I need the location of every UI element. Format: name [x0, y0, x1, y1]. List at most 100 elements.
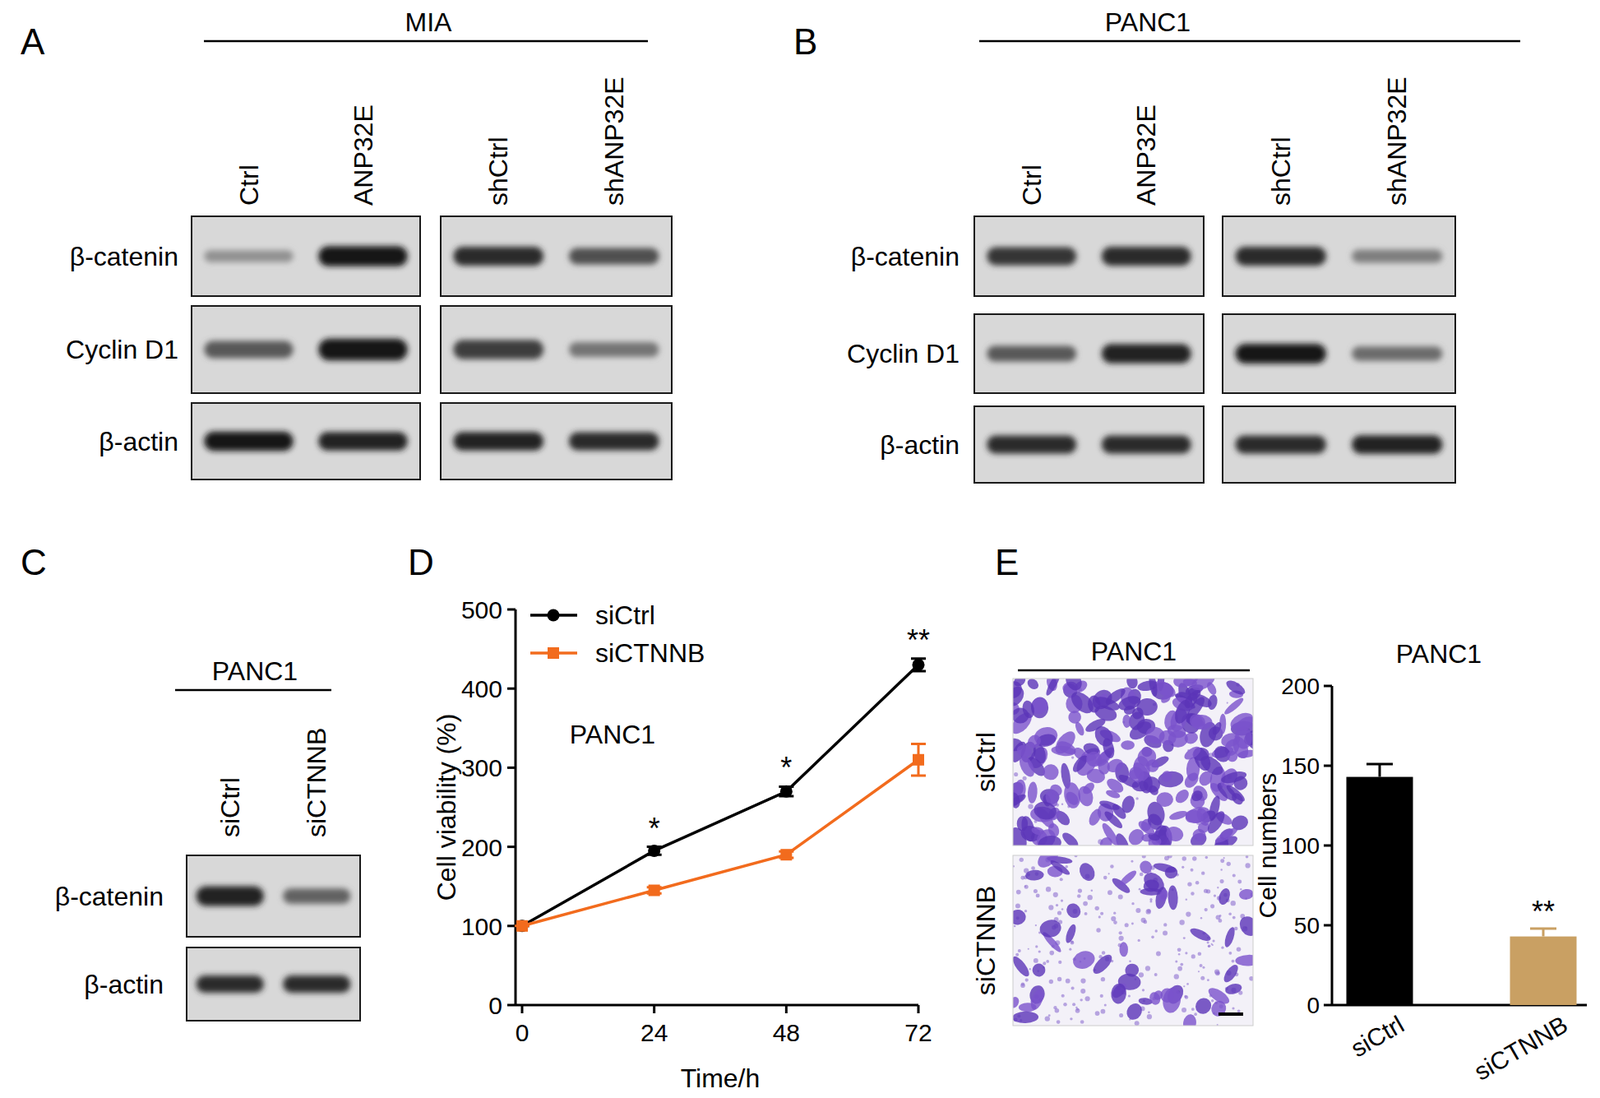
pore: [1049, 979, 1054, 984]
cell: [1063, 789, 1081, 808]
cell: [1219, 730, 1242, 750]
band: [986, 435, 1077, 454]
band: [318, 338, 407, 361]
pore: [1205, 855, 1209, 860]
lane-label: Ctrl: [1017, 164, 1047, 206]
error-bar: [910, 658, 926, 671]
cell: [1135, 697, 1158, 717]
pore: [1077, 887, 1083, 893]
pore: [1058, 960, 1062, 964]
pore: [1071, 985, 1075, 990]
pore: [1075, 1006, 1078, 1009]
x-tick-label: 48: [772, 1018, 800, 1046]
x-tick: [521, 1004, 524, 1013]
pore: [1191, 1007, 1195, 1011]
y-axis-label: Cell numbers: [1253, 772, 1281, 919]
band: [986, 246, 1077, 265]
pore: [1155, 929, 1158, 932]
marker: [912, 753, 925, 766]
blot-membrane: [191, 216, 421, 296]
band: [1235, 343, 1327, 364]
significance: *: [648, 811, 661, 846]
y-tick: [1323, 1003, 1332, 1007]
pore: [1080, 1019, 1085, 1024]
error-bar: [1530, 928, 1557, 937]
pore: [1162, 929, 1168, 935]
band: [568, 248, 660, 265]
y-tick-label: 100: [1280, 832, 1320, 859]
pore: [1231, 959, 1235, 963]
pore: [1100, 994, 1104, 998]
pore: [1134, 1020, 1140, 1026]
pore: [1200, 916, 1203, 919]
pore: [1231, 1006, 1235, 1009]
pore: [1206, 978, 1210, 981]
pore: [1245, 855, 1249, 858]
pore: [1035, 892, 1041, 898]
y-tick-label: 0: [488, 991, 503, 1019]
pore: [1059, 877, 1064, 881]
cell: [1206, 794, 1222, 822]
pore: [1147, 1010, 1151, 1013]
pore: [1213, 893, 1217, 897]
pore: [1223, 856, 1226, 859]
cell: [1189, 788, 1206, 804]
panel-letter: C: [20, 541, 47, 583]
y-tick: [1323, 764, 1332, 768]
pore: [1061, 907, 1064, 911]
pore: [1022, 776, 1027, 781]
cell: [1067, 687, 1098, 717]
marker: [516, 919, 529, 932]
row-label: siCtrl: [971, 731, 1001, 792]
pore: [1131, 921, 1134, 925]
y-tick-label: 300: [461, 753, 503, 782]
row-label: β-actin: [83, 969, 164, 999]
y-tick-label: 0: [1306, 992, 1320, 1018]
micrograph-frame: [1012, 855, 1254, 1026]
blot-membrane: [974, 314, 1204, 394]
figure: ABCDEMIACtrlANP32Eβ-cateninCyclin D1β-ac…: [0, 0, 1600, 1098]
pore: [1139, 872, 1144, 877]
pore: [1124, 922, 1129, 927]
pore: [1016, 889, 1022, 895]
cell: [1147, 989, 1162, 1006]
pore: [1085, 995, 1091, 1001]
micrograph-title: PANC1: [1091, 636, 1177, 666]
band: [453, 431, 544, 451]
row-label: β-catenin: [850, 241, 960, 272]
cell: [1143, 756, 1162, 775]
title-rule: [175, 689, 332, 692]
pore: [1065, 978, 1071, 984]
blot-membrane: [440, 216, 672, 296]
lane-label: shANP32E: [599, 76, 629, 206]
pore: [1101, 950, 1106, 954]
pore: [1084, 911, 1088, 916]
pore: [1138, 887, 1142, 891]
panel-letter: D: [407, 541, 435, 583]
pore: [1137, 938, 1141, 942]
band: [453, 246, 544, 266]
pore: [1183, 994, 1187, 998]
pore: [1077, 893, 1082, 898]
pore: [1145, 965, 1151, 971]
pore: [1150, 900, 1153, 903]
pore: [1228, 951, 1232, 955]
cell: [1119, 941, 1129, 957]
marker: [780, 848, 792, 861]
cell: [1186, 710, 1208, 732]
pore: [1248, 975, 1254, 981]
blot-membrane: [1222, 314, 1456, 394]
cell: [1044, 678, 1064, 698]
cell: [1012, 1010, 1039, 1023]
pore: [1095, 906, 1100, 911]
pore: [1179, 962, 1184, 967]
band: [282, 975, 351, 993]
y-tick: [507, 687, 516, 690]
cell: [1123, 961, 1141, 978]
pore: [1197, 951, 1203, 956]
pore: [1232, 915, 1236, 920]
band: [1235, 246, 1327, 266]
pore: [1219, 914, 1222, 917]
cell: [1012, 994, 1022, 1010]
band: [196, 885, 264, 906]
